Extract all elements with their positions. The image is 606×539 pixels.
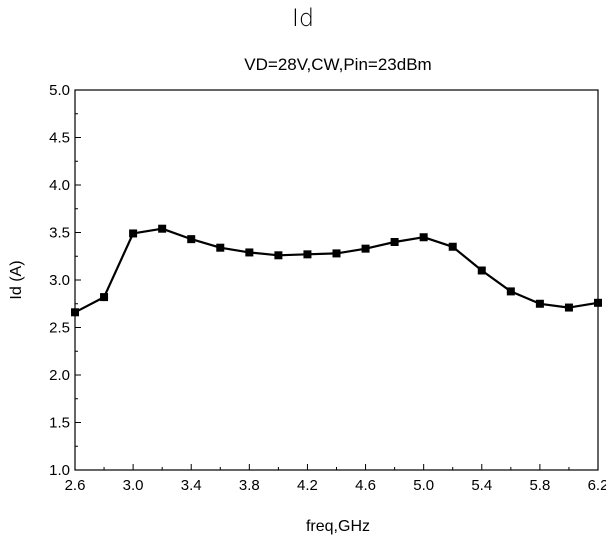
data-point — [361, 244, 370, 253]
data-point — [100, 293, 109, 302]
data-point — [303, 250, 312, 259]
y-tick-label: 2.5 — [49, 320, 70, 337]
y-tick-label: 5.0 — [49, 82, 70, 99]
plot-frame — [74, 89, 599, 471]
y-tick-label: 4.5 — [49, 130, 70, 147]
data-point — [535, 299, 544, 308]
data-point — [419, 233, 428, 242]
data-point — [187, 235, 196, 244]
data-point — [390, 238, 399, 246]
x-tick-label: 5.0 — [413, 477, 434, 494]
y-tick-label: 2.0 — [49, 367, 70, 384]
data-point — [448, 242, 457, 251]
data-point — [71, 308, 79, 317]
x-tick-label: 3.4 — [181, 477, 202, 494]
data-point — [216, 243, 225, 252]
x-tick-label: 4.6 — [355, 477, 376, 494]
x-axis-label: freq,GHz — [306, 518, 370, 535]
data-point — [245, 248, 254, 257]
data-point — [158, 224, 167, 233]
axes: 1.0 1.5 2.0 2.5 3.0 3.5 4.0 4.5 5.0 2.6 3.0 3.4 3.8 4… — [49, 82, 606, 494]
x-tick-label: 5.4 — [471, 477, 492, 494]
data-point — [594, 298, 602, 307]
y-tick-label: 1.0 — [49, 462, 70, 479]
x-tick-label: 2.6 — [65, 477, 86, 494]
data-point — [332, 249, 341, 258]
y-axis-label: Id (A) — [8, 260, 25, 299]
series-group — [71, 224, 602, 317]
data-point — [564, 303, 573, 312]
data-point — [506, 287, 515, 296]
data-point — [274, 251, 283, 260]
y-tick-label: 3.0 — [49, 272, 70, 289]
x-tick-label: 6.2 — [588, 477, 606, 494]
y-tick-label: 3.5 — [49, 225, 70, 242]
x-tick-label: 5.8 — [529, 477, 550, 494]
y-tick-label: 1.5 — [49, 415, 70, 432]
data-point — [477, 266, 486, 275]
x-tick-label: 4.2 — [297, 477, 318, 494]
y-tick-label: 4.0 — [49, 177, 70, 194]
series-line — [74, 227, 599, 314]
x-tick-label: 3.8 — [239, 477, 260, 494]
data-point — [129, 229, 138, 238]
page-title: Id — [291, 4, 315, 32]
x-tick-label: 3.0 — [123, 477, 144, 494]
chart-title: VD=28V,CW,Pin=23dBm — [244, 55, 431, 74]
